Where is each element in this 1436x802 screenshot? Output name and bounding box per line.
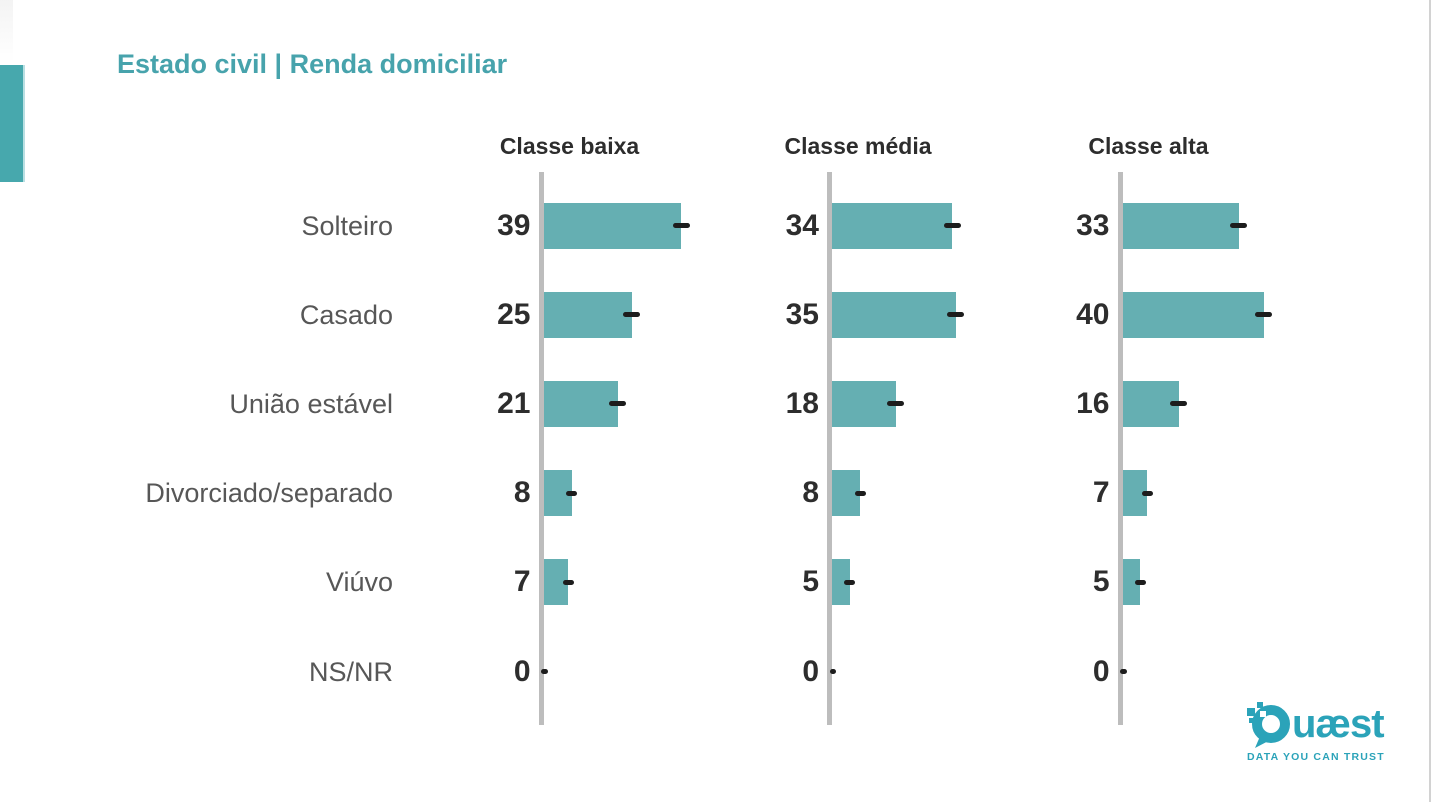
axis-line (538, 172, 544, 725)
value-label: 8 (513, 476, 531, 510)
slide-right-border (1429, 0, 1431, 802)
category-label: União estável (229, 388, 393, 419)
error-mark (854, 490, 866, 496)
error-mark (562, 579, 574, 585)
value-label: 21 (497, 386, 531, 420)
error-mark (1255, 312, 1273, 318)
panel-header: Classe baixa (499, 133, 640, 159)
error-mark (1134, 579, 1146, 585)
value-label: 0 (1092, 654, 1110, 688)
error-mark (1141, 490, 1153, 496)
bar (1122, 559, 1141, 606)
bar (832, 291, 956, 338)
value-label: 25 (497, 297, 531, 331)
value-label: 34 (785, 208, 819, 242)
error-mark (947, 312, 965, 318)
value-label: 0 (802, 654, 819, 688)
quaest-wordmark: uæst (1247, 702, 1385, 748)
axis-line (1117, 172, 1123, 725)
adjacent-slide-edge (0, 0, 13, 62)
category-label: Divorciado/separado (145, 478, 393, 509)
axis-line (827, 172, 832, 725)
error-mark (541, 669, 548, 674)
error-mark (943, 223, 961, 228)
error-mark (1120, 669, 1127, 674)
bar (1122, 380, 1179, 427)
quaest-tagline: DATA YOU CAN TRUST (1247, 751, 1385, 763)
bar (543, 202, 682, 249)
value-label: 7 (1092, 476, 1110, 510)
error-mark (609, 401, 627, 407)
error-mark (672, 223, 690, 228)
value-label: 5 (802, 565, 819, 599)
panel-header: Classe média (784, 133, 932, 159)
value-label: 8 (802, 476, 819, 510)
quaest-q-icon (1247, 702, 1290, 748)
error-mark (829, 669, 836, 674)
category-label: Solteiro (301, 210, 393, 241)
bar (832, 380, 896, 427)
panel-header: Classe alta (1088, 133, 1209, 159)
bar (832, 202, 953, 249)
value-label: 33 (1076, 208, 1110, 242)
quaest-logo: uæst DATA YOU CAN TRUST (1247, 702, 1385, 763)
error-mark (844, 579, 856, 585)
value-label: 7 (513, 565, 531, 599)
bar (1122, 202, 1239, 249)
accent-bar (0, 65, 25, 182)
value-label: 39 (497, 208, 531, 242)
bar (1122, 291, 1264, 338)
value-label: 35 (785, 297, 819, 331)
page-title: Estado civil | Renda domiciliar (117, 49, 508, 79)
error-mark (623, 312, 641, 318)
value-label: 5 (1092, 565, 1110, 599)
value-label: 0 (513, 654, 531, 688)
bar (543, 291, 632, 338)
error-mark (1230, 223, 1248, 228)
bar (832, 559, 850, 606)
error-mark (1170, 401, 1188, 407)
error-mark (566, 490, 578, 496)
bar (543, 380, 618, 427)
value-label: 40 (1076, 297, 1110, 331)
quaest-logo-text: uæst (1292, 702, 1385, 746)
value-label: 16 (1076, 386, 1110, 420)
error-mark (887, 401, 905, 407)
category-label: Viúvo (325, 567, 393, 598)
category-label: NS/NR (308, 656, 393, 687)
category-label: Casado (299, 299, 393, 330)
value-label: 18 (785, 386, 819, 420)
